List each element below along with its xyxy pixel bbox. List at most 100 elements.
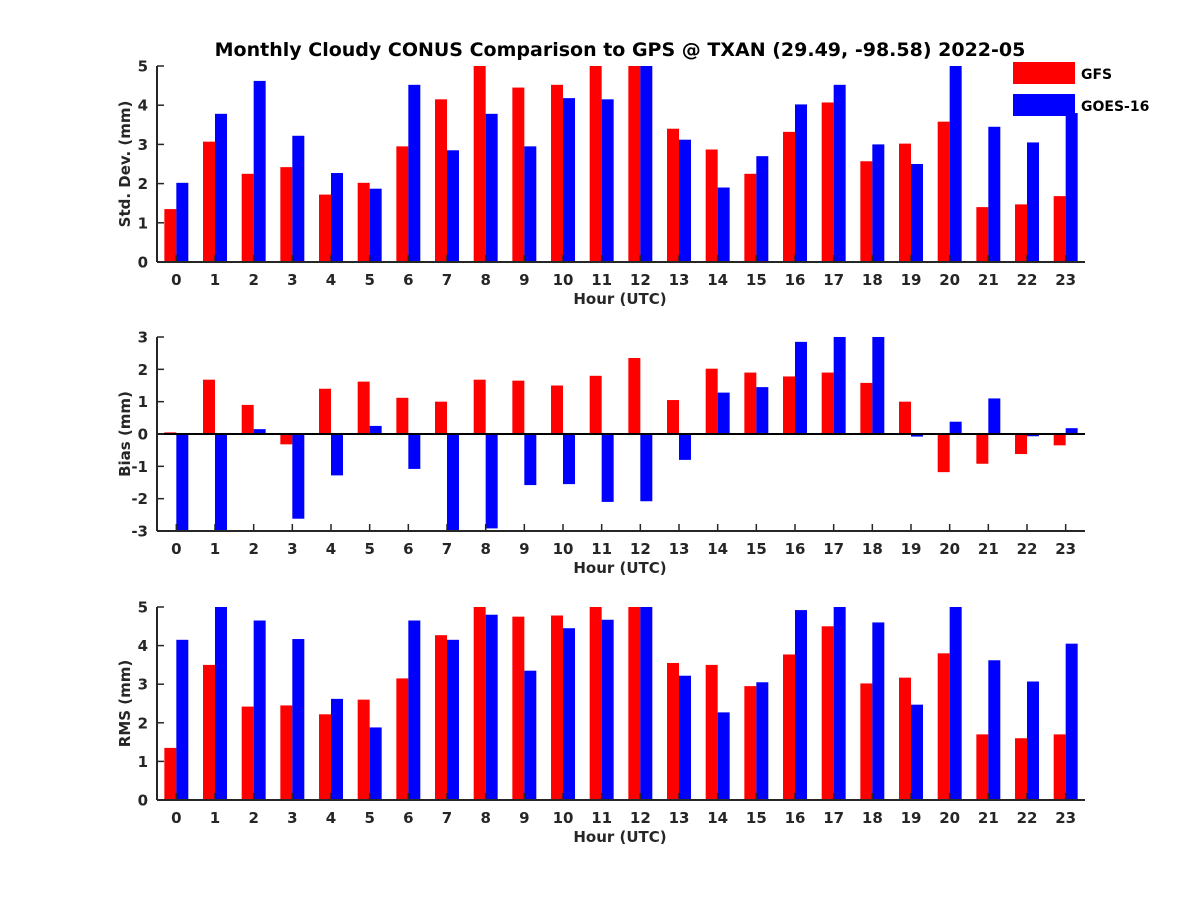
bar-gfs-hour-2: [241, 706, 254, 800]
bar-gfs-hour-18: [860, 161, 873, 262]
x-tick-label: 14: [707, 271, 728, 289]
x-tick-label: 19: [901, 540, 922, 558]
bar-goes16-hour-10: [563, 434, 575, 485]
bar-gfs-hour-8: [473, 66, 486, 262]
bar-goes16-hour-7: [447, 434, 459, 531]
y-tick-label: 2: [138, 175, 148, 193]
bar-gfs-hour-5: [357, 381, 370, 434]
bar-goes16-hour-12: [640, 607, 653, 800]
x-tick-label: 8: [480, 809, 490, 827]
x-tick-label: 14: [707, 809, 728, 827]
bar-gfs-hour-10: [551, 385, 563, 434]
bar-gfs-hour-16: [783, 376, 795, 434]
bar-gfs-hour-22: [1015, 434, 1027, 455]
y-axis-label: RMS (mm): [116, 660, 134, 747]
bar-gfs-hour-9: [512, 380, 525, 434]
bar-gfs-hour-22: [1015, 738, 1027, 800]
bar-goes16-hour-11: [601, 99, 614, 262]
x-tick-label: 4: [326, 809, 336, 827]
bar-goes16-hour-8: [485, 113, 498, 262]
bar-gfs-hour-0: [164, 747, 177, 800]
bar-gfs-hour-21: [976, 734, 989, 800]
bar-goes16-hour-5: [369, 727, 382, 800]
bar-gfs-hour-19: [899, 677, 911, 800]
bar-gfs-hour-10: [551, 84, 563, 262]
bar-goes16-hour-23: [1065, 113, 1078, 262]
x-tick-label: 9: [519, 540, 529, 558]
bar-gfs-hour-12: [628, 358, 641, 434]
x-tick-label: 5: [364, 540, 374, 558]
bar-goes16-hour-18: [872, 144, 885, 262]
y-axis-label: Bias (mm): [116, 391, 134, 477]
bar-gfs-hour-13: [667, 400, 679, 434]
bar-gfs-hour-18: [860, 683, 873, 800]
bar-goes16-hour-6: [408, 434, 421, 469]
bar-goes16-hour-23: [1065, 428, 1078, 434]
bar-goes16-hour-2: [253, 80, 266, 263]
bar-gfs-hour-17: [821, 372, 834, 434]
bar-goes16-hour-12: [640, 434, 653, 502]
x-tick-label: 16: [785, 271, 806, 289]
bar-goes16-hour-2: [253, 429, 266, 434]
bar-gfs-hour-14: [705, 368, 718, 434]
bar-gfs-hour-7: [435, 401, 447, 434]
x-tick-label: 7: [442, 809, 452, 827]
bar-gfs-hour-7: [435, 635, 447, 800]
x-tick-label: 10: [553, 271, 574, 289]
y-tick-label: 3: [138, 136, 148, 154]
bar-goes16-hour-20: [949, 421, 962, 434]
bar-goes16-hour-15: [756, 682, 769, 800]
x-tick-label: 11: [591, 540, 612, 558]
bar-goes16-hour-13: [679, 434, 691, 460]
x-tick-label: 15: [746, 809, 767, 827]
x-tick-label: 2: [248, 809, 258, 827]
bar-gfs-hour-3: [280, 434, 293, 445]
bar-goes16-hour-4: [331, 173, 343, 262]
bar-goes16-hour-4: [331, 434, 343, 476]
bar-gfs-hour-7: [435, 99, 447, 262]
x-tick-label: 17: [823, 809, 844, 827]
bar-goes16-hour-7: [447, 639, 459, 800]
bar-goes16-hour-5: [369, 188, 382, 262]
bar-gfs-hour-20: [937, 653, 950, 800]
x-tick-label: 17: [823, 271, 844, 289]
x-tick-label: 14: [707, 540, 728, 558]
y-tick-label: 3: [138, 676, 148, 694]
bar-goes16-hour-15: [756, 387, 769, 434]
bar-goes16-hour-1: [215, 434, 227, 531]
x-tick-label: 21: [978, 809, 999, 827]
bar-gfs-hour-6: [396, 678, 409, 800]
bar-gfs-hour-23: [1053, 434, 1066, 446]
bar-goes16-hour-0: [176, 639, 189, 800]
legend-label-goes16: GOES-16: [1081, 99, 1149, 115]
bar-goes16-hour-20: [949, 607, 962, 800]
bar-goes16-hour-10: [563, 628, 575, 800]
bar-goes16-hour-14: [717, 187, 730, 262]
x-tick-label: 0: [171, 271, 181, 289]
bar-goes16-hour-15: [756, 156, 769, 262]
y-tick-label: 0: [138, 254, 148, 272]
x-tick-label: 23: [1055, 540, 1076, 558]
bar-goes16-hour-16: [795, 341, 807, 434]
bar-gfs-hour-16: [783, 654, 795, 800]
bar-goes16-hour-0: [176, 182, 189, 262]
x-tick-label: 1: [210, 540, 220, 558]
bar-gfs-hour-9: [512, 87, 525, 262]
bar-goes16-hour-16: [795, 104, 807, 262]
bar-goes16-hour-2: [253, 620, 266, 800]
x-tick-label: 19: [901, 271, 922, 289]
y-axis-label: Std. Dev. (mm): [116, 101, 134, 228]
x-tick-label: 16: [785, 809, 806, 827]
bar-goes16-hour-9: [524, 670, 537, 800]
bar-gfs-hour-11: [589, 375, 602, 434]
x-tick-label: 3: [287, 809, 297, 827]
bar-gfs-hour-14: [705, 149, 718, 262]
bar-gfs-hour-8: [473, 607, 486, 800]
bar-gfs-hour-1: [203, 141, 215, 262]
bar-goes16-hour-5: [369, 425, 382, 434]
x-tick-label: 22: [1017, 271, 1038, 289]
x-tick-label: 15: [746, 540, 767, 558]
bar-gfs-hour-10: [551, 615, 563, 800]
